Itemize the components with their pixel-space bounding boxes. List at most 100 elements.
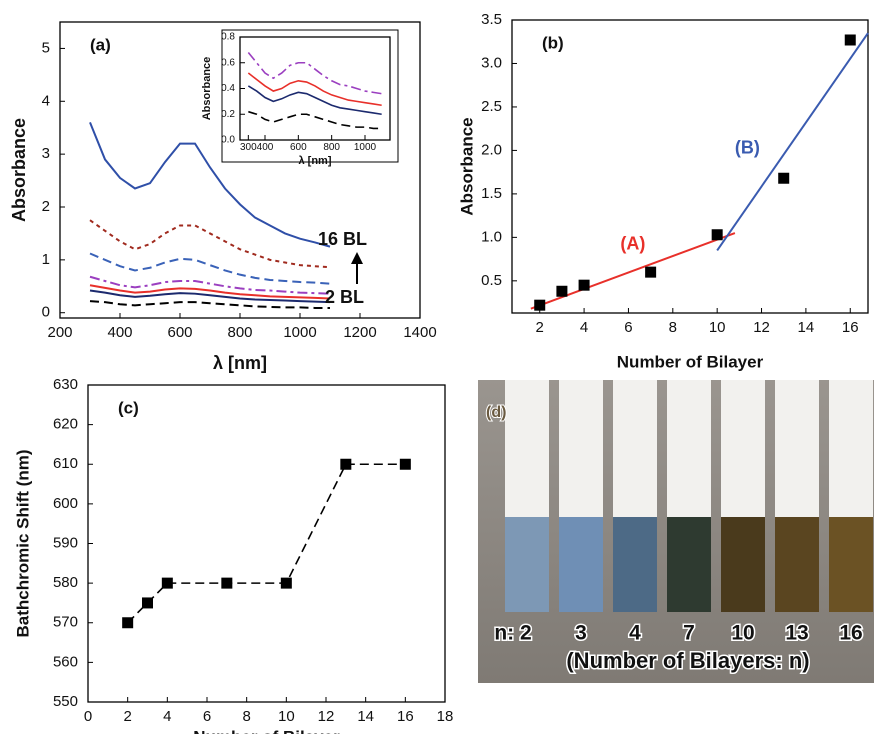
substrate — [721, 380, 765, 518]
x-tick-label: 10 — [278, 708, 295, 725]
strip-label: 10 — [731, 622, 754, 645]
x-tick-label: 2 — [123, 708, 131, 725]
y-tick-label: 570 — [53, 614, 78, 631]
x-axis-label: λ [nm] — [213, 353, 267, 373]
x-tick-label: 800 — [323, 142, 340, 153]
connector — [127, 463, 406, 624]
y-tick-label: 590 — [53, 534, 78, 551]
inset-line — [247, 85, 382, 116]
point — [711, 229, 723, 241]
x-tick-label: 0 — [84, 708, 92, 725]
inset-line — [248, 110, 382, 130]
fit-line — [716, 32, 869, 251]
spectrum-line — [89, 300, 330, 309]
spectrum-line — [89, 289, 331, 304]
y-tick-label: 630 — [53, 376, 78, 393]
x-tick-label: 800 — [227, 324, 252, 341]
y-tick-label: 3 — [42, 145, 50, 162]
inset-line — [247, 51, 382, 95]
substrate — [667, 380, 711, 518]
y-tick-label: 0.6 — [221, 57, 235, 68]
plot-frame — [87, 384, 446, 703]
x-tick-label: 300 — [240, 142, 257, 153]
x-tick-label: 12 — [753, 319, 770, 336]
x-tick-label: 6 — [624, 319, 632, 336]
point — [280, 577, 292, 589]
strip-label: 3 — [575, 622, 587, 645]
point — [221, 577, 233, 589]
y-tick-label: 610 — [53, 455, 78, 472]
x-tick-label: 2 — [536, 319, 544, 336]
spectrum-line — [89, 219, 331, 269]
point — [142, 597, 153, 609]
y-tick-label: 5 — [42, 39, 50, 56]
point — [399, 458, 411, 470]
substrate — [775, 380, 819, 518]
fit-label: (A) — [620, 234, 645, 254]
film — [505, 517, 549, 612]
strip-label: 4 — [629, 622, 641, 645]
substrate — [829, 380, 873, 518]
panel-label: (b) — [542, 33, 564, 52]
point — [161, 577, 173, 589]
y-tick-label: 2.0 — [481, 141, 502, 158]
x-tick-label: 1000 — [354, 142, 377, 153]
x-tick-label: 1000 — [283, 324, 316, 341]
point — [645, 266, 657, 278]
strip-label: 13 — [785, 622, 808, 645]
x-tick-label: 10 — [709, 319, 726, 336]
x-tick-label: 4 — [580, 319, 588, 336]
point — [778, 172, 790, 184]
y-tick-label: 3.0 — [481, 54, 502, 71]
x-axis-label: λ [nm] — [299, 155, 332, 167]
y-tick-label: 1.5 — [481, 185, 502, 202]
x-tick-label: 400 — [107, 324, 132, 341]
plot-frame — [511, 19, 869, 314]
point — [844, 34, 856, 46]
x-tick-label: 8 — [669, 319, 677, 336]
x-tick-label: 600 — [167, 324, 192, 341]
film — [667, 517, 711, 612]
spectrum-line — [89, 122, 331, 248]
x-axis-label: Number of Bilayer — [617, 352, 764, 371]
substrate — [505, 380, 549, 518]
panel-label: (a) — [90, 35, 111, 54]
y-tick-label: 4 — [42, 92, 50, 109]
film — [721, 517, 765, 612]
point — [340, 458, 352, 470]
fit-label: (B) — [735, 138, 760, 158]
x-tick-label: 18 — [437, 708, 454, 725]
y-tick-label: 2.5 — [481, 98, 502, 115]
x-tick-label: 12 — [318, 708, 335, 725]
y-axis-label: Absorbance — [9, 118, 29, 222]
spectrum-line — [89, 252, 331, 285]
photo-label: (d) — [486, 404, 506, 421]
y-tick-label: 0.4 — [221, 83, 235, 94]
y-tick-label: 580 — [53, 574, 78, 591]
panel-label: (c) — [118, 398, 139, 417]
y-tick-label: 560 — [53, 653, 78, 670]
film — [559, 517, 603, 612]
point — [534, 299, 546, 311]
annotation: 2 BL — [325, 287, 364, 307]
y-tick-label: 1.0 — [481, 228, 502, 245]
x-tick-label: 14 — [357, 708, 374, 725]
y-tick-label: 3.5 — [481, 11, 502, 28]
substrate — [613, 380, 657, 518]
x-tick-label: 600 — [290, 142, 307, 153]
point — [122, 617, 134, 629]
x-tick-label: 6 — [203, 708, 211, 725]
x-tick-label: 1400 — [403, 324, 436, 341]
y-axis-label: Absorbance — [201, 57, 213, 121]
y-tick-label: 2 — [42, 198, 50, 215]
x-tick-label: 400 — [257, 142, 274, 153]
x-tick-label: 4 — [163, 708, 171, 725]
strip-label: n: 2 — [494, 622, 531, 645]
y-tick-label: 600 — [53, 495, 78, 512]
point — [556, 285, 568, 297]
x-tick-label: 16 — [397, 708, 414, 725]
x-tick-label: 1200 — [343, 324, 376, 341]
x-tick-label: 8 — [242, 708, 250, 725]
point — [578, 279, 590, 291]
